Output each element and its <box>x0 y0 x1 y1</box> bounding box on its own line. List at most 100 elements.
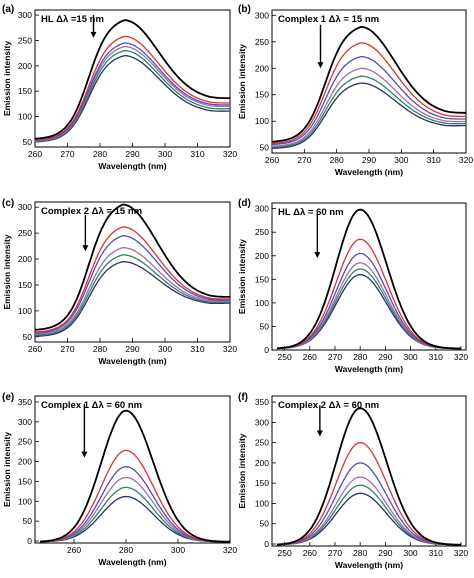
x-tick-label: 280 <box>93 344 107 354</box>
quench-arrowhead <box>82 245 89 252</box>
series-line-2 <box>34 35 231 141</box>
plot-frame <box>34 395 231 544</box>
chart-panel-2: 260 270 280 290 300 310 320 50 100 150 200 250 300 Wa… <box>237 4 473 177</box>
x-tick-label: 280 <box>353 548 367 558</box>
series-line-6 <box>276 492 461 546</box>
y-tick-label: 300 <box>18 417 32 427</box>
series-line-4 <box>276 262 461 350</box>
x-tick-label: 280 <box>330 155 344 165</box>
panel-label: (e) <box>2 392 14 403</box>
y-axis-title: Emission intensity <box>2 41 12 116</box>
panel-annotation: Complex 1 Δλ = 15 nm <box>278 14 379 25</box>
x-tick-label: 270 <box>297 155 311 165</box>
y-tick-label: 150 <box>18 86 32 96</box>
plot-frame <box>271 202 467 351</box>
y-tick-label: 200 <box>255 458 269 468</box>
series-line-4 <box>271 67 467 147</box>
x-tick-label: 300 <box>158 149 172 159</box>
y-tick-label: 200 <box>18 457 32 467</box>
x-tick-label: 300 <box>403 548 417 558</box>
x-tick-label: 310 <box>429 548 443 558</box>
x-axis-title: Wavelength (nm) <box>335 364 403 374</box>
y-tick-label: 150 <box>255 274 269 284</box>
series-line-2 <box>277 441 461 546</box>
y-tick-label: 50 <box>23 332 33 342</box>
x-tick-label: 320 <box>223 149 237 159</box>
x-tick-label: 260 <box>28 344 42 354</box>
panel-label: (b) <box>238 4 251 15</box>
x-tick-label: 260 <box>67 545 81 555</box>
series-line-4 <box>34 246 231 335</box>
y-tick-label: 50 <box>260 321 270 331</box>
y-tick-label: 250 <box>18 228 32 238</box>
series-line-1 <box>40 409 230 543</box>
series-line-2 <box>277 238 461 350</box>
y-tick-label: 200 <box>18 254 32 264</box>
series-line-2 <box>271 42 467 145</box>
series-line-4 <box>34 45 230 142</box>
plot-frame <box>271 395 467 547</box>
y-tick-label: 50 <box>23 137 33 147</box>
y-axis-title: Emission intensity <box>237 239 247 314</box>
chart-panel-6: 250 260 270 280 290 300 310 320 0 50 100 150 200 250 3… <box>237 392 468 570</box>
series-line-3 <box>34 42 230 141</box>
x-axis-title: Wavelength (nm) <box>98 356 166 366</box>
y-tick-label: 250 <box>255 227 269 237</box>
x-tick-label: 310 <box>190 344 204 354</box>
series-line-3 <box>34 235 230 334</box>
y-tick-label: 150 <box>255 90 269 100</box>
series-line-6 <box>34 55 231 143</box>
panel-label: (f) <box>238 392 248 403</box>
y-tick-label: 50 <box>260 519 270 529</box>
y-tick-label: 250 <box>18 35 32 45</box>
panel-label: (a) <box>2 4 14 15</box>
chart-panel-5: 260 280 300 320 0 50 100 150 200 250 300 350 Wavelen… <box>2 392 237 567</box>
x-tick-label: 270 <box>328 352 342 362</box>
y-tick-label: 100 <box>255 116 269 126</box>
series-line-1 <box>276 407 461 546</box>
series-line-5 <box>34 49 230 143</box>
y-axis-title: Emission intensity <box>2 234 12 309</box>
series-line-1 <box>34 203 230 331</box>
x-tick-label: 280 <box>353 352 367 362</box>
y-tick-label: 0 <box>264 345 269 355</box>
plot-frame <box>34 9 231 148</box>
y-tick-label: 50 <box>23 516 33 526</box>
x-tick-label: 300 <box>394 155 408 165</box>
quench-arrowhead <box>314 252 321 259</box>
series-line-6 <box>271 82 467 150</box>
x-tick-label: 290 <box>378 352 392 362</box>
x-tick-label: 300 <box>403 352 417 362</box>
x-tick-label: 260 <box>303 548 317 558</box>
y-tick-label: 250 <box>255 438 269 448</box>
y-tick-label: 100 <box>18 112 32 122</box>
panel-annotation: Complex 2 Δλ = 60 nm <box>278 400 379 411</box>
y-tick-label: 0 <box>27 536 32 546</box>
x-tick-label: 320 <box>454 352 468 362</box>
x-tick-label: 250 <box>278 352 292 362</box>
x-tick-label: 320 <box>459 155 473 165</box>
x-tick-label: 260 <box>28 149 42 159</box>
y-tick-label: 200 <box>18 61 32 71</box>
y-tick-label: 200 <box>255 63 269 73</box>
series-line-3 <box>276 462 461 546</box>
chart-panel-1: 260 270 280 290 300 310 320 50 100 150 200 250 300 Wa… <box>2 4 237 171</box>
y-tick-label: 350 <box>255 397 269 407</box>
series-line-2 <box>34 226 231 333</box>
series-line-5 <box>276 268 461 350</box>
y-tick-label: 100 <box>18 496 32 506</box>
series-line-1 <box>271 25 466 143</box>
quench-arrowhead <box>316 430 323 437</box>
x-tick-label: 310 <box>429 352 443 362</box>
y-tick-label: 300 <box>255 10 269 20</box>
x-tick-label: 320 <box>223 344 237 354</box>
series-line-3 <box>40 466 231 543</box>
x-tick-label: 270 <box>60 149 74 159</box>
x-tick-label: 310 <box>427 155 441 165</box>
y-tick-label: 100 <box>255 298 269 308</box>
x-tick-label: 300 <box>158 344 172 354</box>
x-tick-label: 290 <box>378 548 392 558</box>
x-axis-title: Wavelength (nm) <box>98 557 166 567</box>
